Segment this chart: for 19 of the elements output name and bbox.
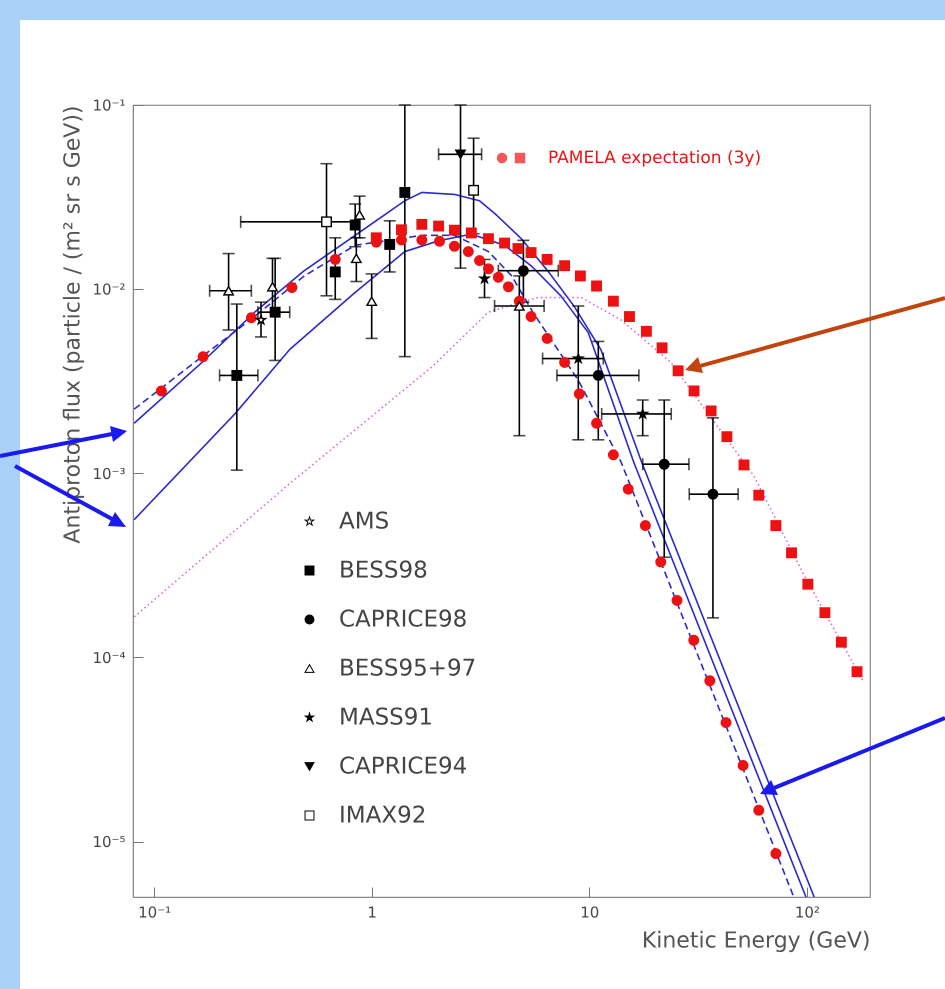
- y-axis-title: Antiproton flux (particle / (m² sr s GeV)): [60, 106, 86, 544]
- legend-label: BESS95+97: [339, 656, 476, 682]
- y-tick-label: 10⁻²: [92, 280, 126, 299]
- y-tick-label: 10⁻⁴: [92, 648, 126, 667]
- legend-label: CAPRICE94: [339, 754, 468, 780]
- legend-label: MASS91: [339, 704, 434, 730]
- legend-label: PAMELA expectation (3y): [548, 148, 762, 168]
- x-tick-label: 1: [367, 904, 377, 922]
- legend-label: BESS98: [339, 558, 428, 584]
- x-tick-label: 10²: [794, 904, 820, 922]
- legend-label: IMAX92: [339, 802, 426, 828]
- y-tick-label: 10⁻¹: [92, 96, 126, 114]
- x-tick-label: 10⁻¹: [138, 904, 172, 922]
- legend-label: AMS: [339, 508, 390, 534]
- y-tick-label: 10⁻³: [92, 464, 126, 483]
- legend-label: CAPRICE98: [339, 606, 468, 632]
- x-axis-title: Kinetic Energy (GeV): [642, 928, 870, 954]
- y-tick-label: 10⁻⁵: [92, 833, 126, 852]
- x-tick-label: 10: [580, 904, 600, 922]
